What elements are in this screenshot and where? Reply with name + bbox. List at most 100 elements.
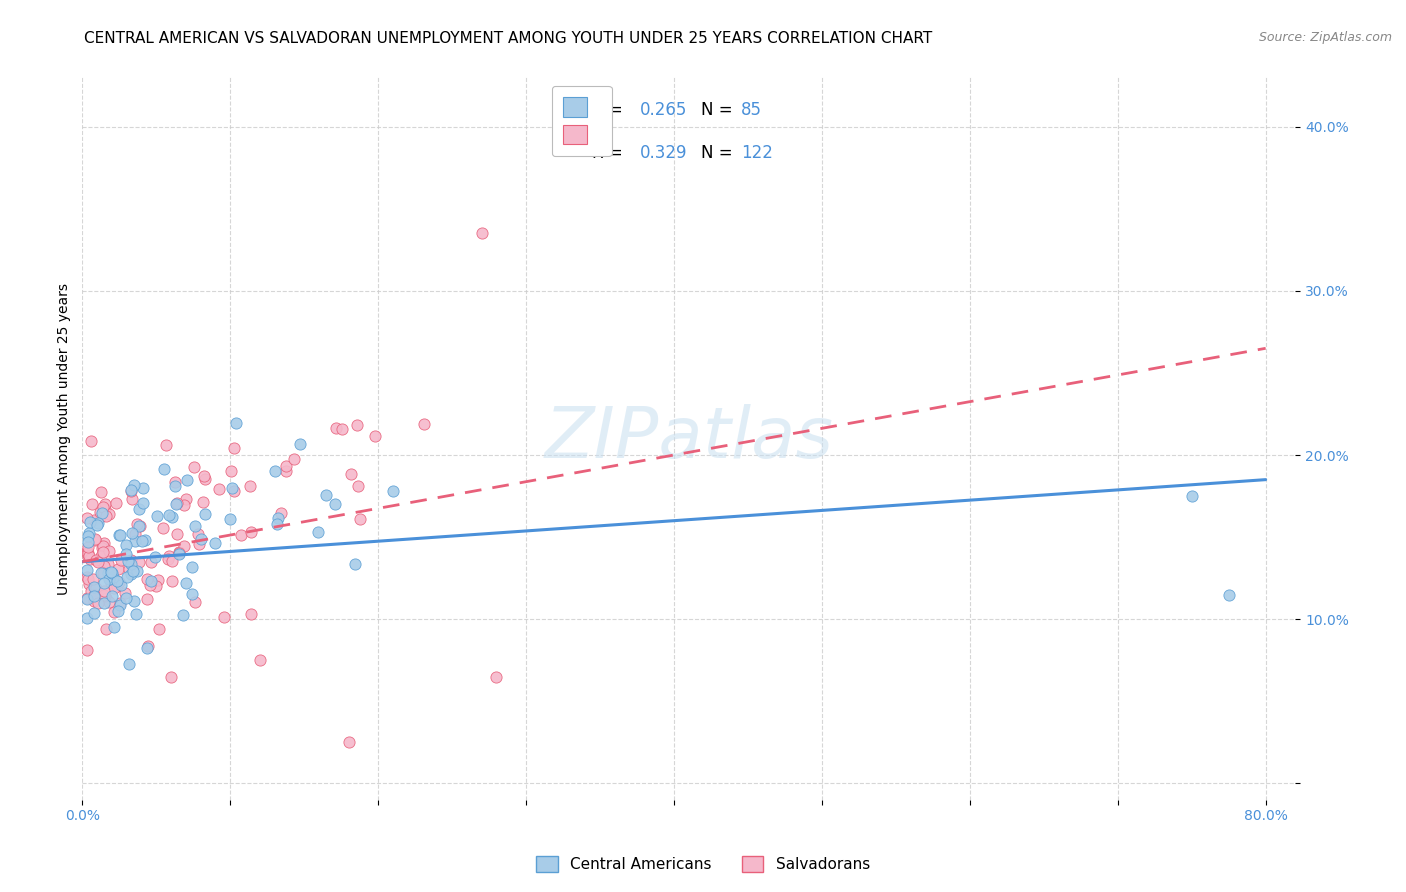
Point: [165, 497, 187, 511]
Point: [127, 516, 149, 531]
Point: [93, 588, 115, 602]
Point: [103, 581, 125, 595]
Point: [139, 578, 162, 592]
Point: [93, 576, 115, 591]
Point: [145, 579, 167, 593]
Point: [346, 417, 368, 432]
Point: [143, 549, 166, 564]
Point: [343, 557, 366, 571]
Point: [162, 574, 184, 589]
Point: [134, 533, 156, 547]
Point: [136, 591, 159, 606]
Point: [129, 519, 152, 533]
Point: [101, 589, 124, 603]
Point: [103, 620, 125, 634]
Point: [107, 562, 129, 576]
Point: [97, 566, 120, 580]
Point: [91, 500, 114, 514]
Point: [94, 589, 117, 603]
Point: [97, 508, 120, 522]
Point: [184, 518, 207, 533]
Point: [141, 574, 163, 589]
Point: [86, 518, 108, 533]
Point: [122, 564, 145, 578]
Point: [190, 532, 212, 546]
Text: 0.265: 0.265: [640, 101, 688, 119]
Point: [83, 593, 105, 607]
Point: [121, 525, 143, 540]
Point: [87, 555, 110, 569]
Point: [108, 574, 131, 589]
Point: [82, 573, 104, 587]
Point: [89, 509, 111, 524]
Text: N =: N =: [700, 101, 738, 119]
Point: [339, 467, 361, 482]
Point: [225, 416, 247, 430]
Point: [84, 553, 107, 567]
Text: N =: N =: [700, 145, 738, 162]
Point: [118, 657, 141, 671]
Point: [87, 596, 110, 610]
Point: [219, 512, 242, 526]
Point: [105, 579, 128, 593]
Point: [155, 438, 177, 452]
Point: [187, 537, 209, 551]
Point: [224, 484, 246, 499]
Point: [381, 484, 404, 499]
Point: [91, 566, 114, 581]
Point: [114, 538, 136, 552]
Point: [101, 570, 124, 584]
Point: [1181, 489, 1204, 503]
Point: [187, 526, 209, 541]
Point: [91, 545, 114, 559]
Point: [266, 516, 288, 531]
Point: [181, 587, 204, 601]
Point: [76, 592, 98, 607]
Point: [79, 551, 101, 566]
Point: [108, 528, 131, 542]
Point: [124, 478, 146, 492]
Legend: Central Americans, Salvadorans: Central Americans, Salvadorans: [529, 848, 877, 880]
Point: [221, 481, 243, 495]
Point: [176, 491, 198, 506]
Point: [183, 459, 205, 474]
Point: [156, 551, 179, 566]
Point: [94, 501, 117, 516]
Point: [1218, 588, 1240, 602]
Point: [128, 555, 150, 569]
Point: [110, 596, 132, 610]
Point: [110, 553, 132, 567]
Point: [96, 509, 118, 524]
Point: [77, 525, 100, 540]
Point: [76, 611, 98, 625]
Point: [121, 492, 143, 507]
Point: [315, 487, 337, 501]
Point: [107, 604, 129, 618]
Text: 122: 122: [741, 145, 773, 162]
Point: [114, 585, 136, 599]
Point: [117, 554, 139, 568]
Point: [249, 653, 271, 667]
Point: [169, 546, 191, 560]
Point: [77, 540, 100, 554]
Point: [128, 501, 150, 516]
Point: [239, 607, 262, 621]
Point: [115, 570, 138, 584]
Text: ZIPatlas: ZIPatlas: [544, 404, 834, 473]
Text: 0.329: 0.329: [640, 145, 688, 162]
Point: [347, 479, 370, 493]
Point: [167, 545, 190, 559]
Point: [120, 566, 142, 581]
Point: [90, 485, 112, 500]
Point: [105, 496, 128, 510]
Point: [115, 591, 138, 605]
Point: [77, 549, 100, 563]
Point: [207, 482, 229, 496]
Point: [124, 527, 146, 541]
Point: [153, 461, 176, 475]
Point: [97, 544, 120, 558]
Point: [83, 589, 105, 603]
Point: [108, 598, 131, 612]
Point: [115, 547, 138, 561]
Point: [131, 496, 153, 510]
